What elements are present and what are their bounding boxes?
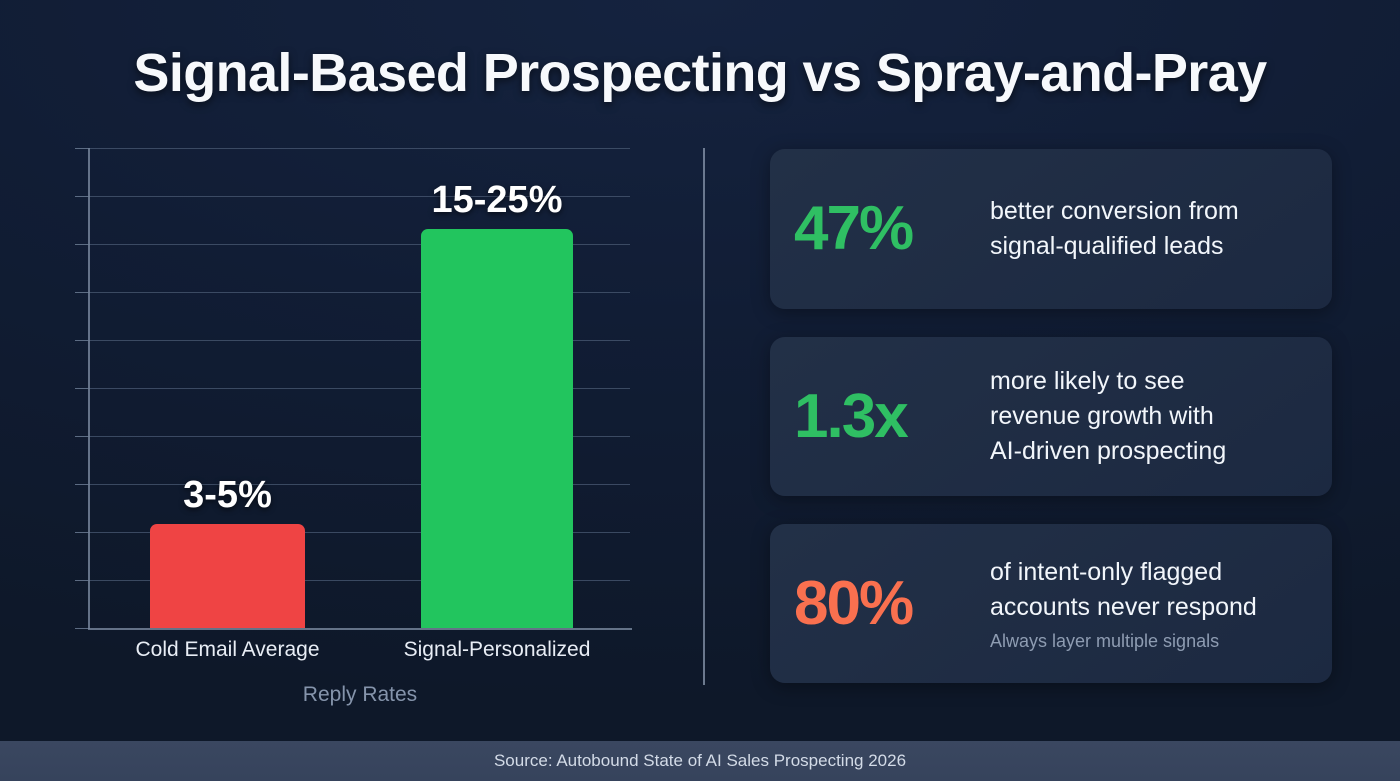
stat-card[interactable]: 47% better conversion from signal-qualifie… [770,149,1332,309]
chart-gridline [88,292,630,293]
y-axis-tick [75,148,88,149]
y-axis-tick [75,628,88,629]
stat-figure: 47% [794,194,914,263]
y-axis-tick [75,244,88,245]
y-axis-tick [75,436,88,437]
y-axis-tick [75,532,88,533]
stat-card[interactable]: 80% of intent-only flagged accounts never … [770,524,1332,683]
stat-figure: 1.3x [794,381,909,451]
chart-gridline [88,196,630,197]
y-axis-tick [75,292,88,293]
bar-value-label: 3-5% [183,474,272,516]
stat-description: more likely to see revenue growth with AI-… [990,364,1306,468]
chart-gridline [88,388,630,389]
stat-description-line: signal-qualified leads [990,232,1224,260]
stat-description-line: accounts never respond [990,593,1257,621]
x-axis-line [88,628,632,630]
chart-plot-area [75,148,630,629]
x-axis-title: Reply Rates [302,683,418,706]
bar-category-label: Signal-Personalized [403,638,591,661]
footer-bar: Source: Autobound State of AI Sales Pros… [0,741,1400,781]
chart-gridline [88,340,630,341]
stat-description: better conversion from signal-qualified l… [990,194,1306,264]
stat-description-line: of intent-only flagged [990,558,1223,587]
chart-gridline [88,484,630,485]
section-divider [703,148,705,685]
stat-description-line: revenue growth with [990,402,1214,431]
stat-description-line: more likely to see [990,367,1185,396]
chart-gridline [88,244,630,245]
bar-category-label: Cold Email Average [135,638,320,661]
stat-description-line: better conversion from [990,197,1239,226]
y-axis-tick [75,196,88,197]
stat-description: of intent-only flagged accounts never res… [990,555,1306,652]
chart-bar[interactable] [150,524,305,628]
y-axis-tick [75,340,88,341]
source-citation: Source: Autobound State of AI Sales Pros… [493,751,907,770]
y-axis-tick [75,388,88,389]
stat-figure: 80% [794,568,914,638]
y-axis-line [88,148,90,629]
chart-bar[interactable] [421,229,573,628]
chart-gridline [88,532,630,533]
bar-chart: Reply Rates 3-5% Cold Email Average 15-25%… [0,0,703,740]
stat-card-list: 47% better conversion from signal-qualifie… [770,149,1332,711]
chart-gridline [88,580,630,581]
stat-description-line: AI-driven prospecting [990,436,1227,465]
page-title: Signal-Based Prospecting vs Spray-and-Pr… [133,43,1267,103]
y-axis-tick [75,580,88,581]
y-axis-tick [75,484,88,485]
chart-gridline [88,436,630,437]
stat-card[interactable]: 1.3x more likely to see revenue growth wit… [770,337,1332,496]
stat-note: Always layer multiple signals [990,630,1220,651]
chart-gridline [88,148,630,149]
bar-value-label: 15-25% [431,179,563,221]
